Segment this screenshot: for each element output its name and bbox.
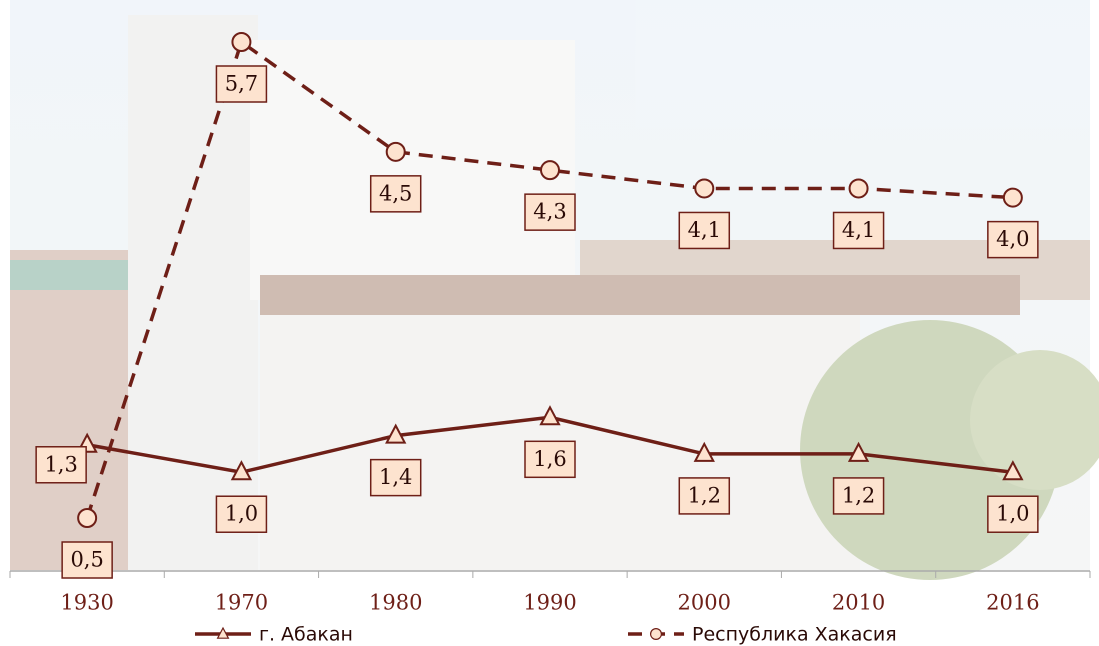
- label-box: [832, 211, 885, 250]
- value-label: 4,1: [688, 218, 721, 242]
- value-label-box: 4,1: [832, 211, 885, 250]
- value-label: 5,7: [225, 72, 258, 96]
- label-box: [35, 446, 87, 484]
- value-label-box: 5,7: [215, 65, 268, 103]
- x-tick-label: 1930: [60, 591, 113, 615]
- label-box: [678, 477, 731, 515]
- value-label-box: 4,1: [678, 211, 731, 250]
- label-box: [524, 193, 576, 231]
- x-tick-label: 1970: [215, 591, 268, 615]
- label-box: [215, 65, 268, 103]
- x-tick-label: 2010: [832, 591, 885, 615]
- label-box: [61, 541, 113, 579]
- label-box: [369, 458, 422, 497]
- value-label: 1,0: [996, 502, 1029, 526]
- value-label: 4,0: [996, 227, 1029, 251]
- marker: [1002, 187, 1023, 208]
- value-label-box: 0,5: [61, 541, 113, 579]
- marker: [693, 441, 715, 462]
- value-label: 1,4: [379, 465, 412, 489]
- value-label: 1,0: [225, 502, 258, 526]
- marker: [385, 423, 407, 444]
- marker: [694, 178, 715, 199]
- value-label: 1,6: [533, 447, 566, 471]
- value-label-box: 1,3: [35, 446, 87, 484]
- value-label: 4,3: [533, 200, 566, 224]
- marker: [230, 460, 253, 481]
- value-label-box: 1,6: [524, 440, 576, 479]
- value-label-box: 4,0: [987, 220, 1039, 259]
- legend-label: г. Абакан: [259, 624, 353, 646]
- marker: [848, 178, 869, 199]
- background-photo: [10, 0, 1099, 580]
- marker: [77, 508, 98, 528]
- label-box: [524, 440, 576, 479]
- label-box: [678, 211, 731, 250]
- marker: [650, 627, 663, 640]
- value-label: 1,3: [44, 452, 77, 476]
- value-label: 1,2: [842, 483, 875, 507]
- value-label: 1,2: [688, 483, 721, 507]
- value-label: 4,1: [842, 218, 875, 242]
- value-label-box: 1,2: [678, 477, 731, 515]
- legend-label: Республика Хакасия: [692, 624, 897, 646]
- x-tick-label: 2000: [678, 591, 731, 615]
- x-tick-label: 1990: [523, 591, 576, 615]
- marker: [216, 626, 230, 639]
- label-box: [369, 175, 422, 213]
- label-box: [832, 477, 885, 515]
- marker: [847, 441, 870, 462]
- value-label-box: 4,5: [369, 175, 422, 213]
- value-label-box: 1,4: [369, 458, 422, 497]
- value-label: 0,5: [70, 548, 103, 572]
- x-tick-label: 2016: [986, 591, 1039, 615]
- label-box: [215, 495, 268, 533]
- x-tick-label: 1980: [369, 591, 422, 615]
- marker: [1002, 460, 1024, 481]
- label-box: [987, 495, 1039, 533]
- label-box: [987, 220, 1039, 259]
- value-label-box: 1,2: [832, 477, 885, 515]
- marker: [231, 32, 252, 52]
- marker: [385, 141, 406, 162]
- value-label: 4,5: [379, 181, 412, 205]
- value-label-box: 4,3: [524, 193, 576, 231]
- value-label-box: 1,0: [987, 495, 1039, 533]
- marker: [539, 405, 561, 426]
- marker: [540, 160, 560, 181]
- value-label-box: 1,0: [215, 495, 268, 533]
